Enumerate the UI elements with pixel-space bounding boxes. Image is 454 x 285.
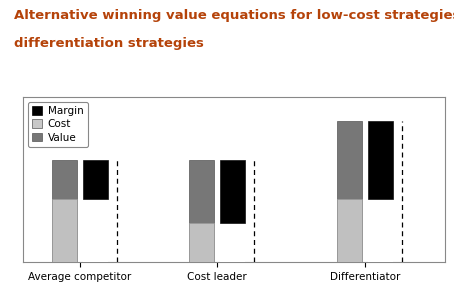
Bar [52,199,77,262]
Bar [337,199,362,262]
Bar [189,160,214,262]
Bar [220,223,245,262]
Bar [368,121,393,199]
Legend: Margin, Cost, Value: Margin, Cost, Value [28,102,88,147]
Bar [337,121,362,262]
Bar [189,223,214,262]
Text: differentiation strategies: differentiation strategies [14,37,203,50]
Bar [83,160,108,199]
Bar [52,160,77,262]
Bar [83,199,108,262]
Bar [220,160,245,223]
Text: Alternative winning value equations for low-cost strategies and: Alternative winning value equations for … [14,9,454,22]
Bar [368,199,393,262]
